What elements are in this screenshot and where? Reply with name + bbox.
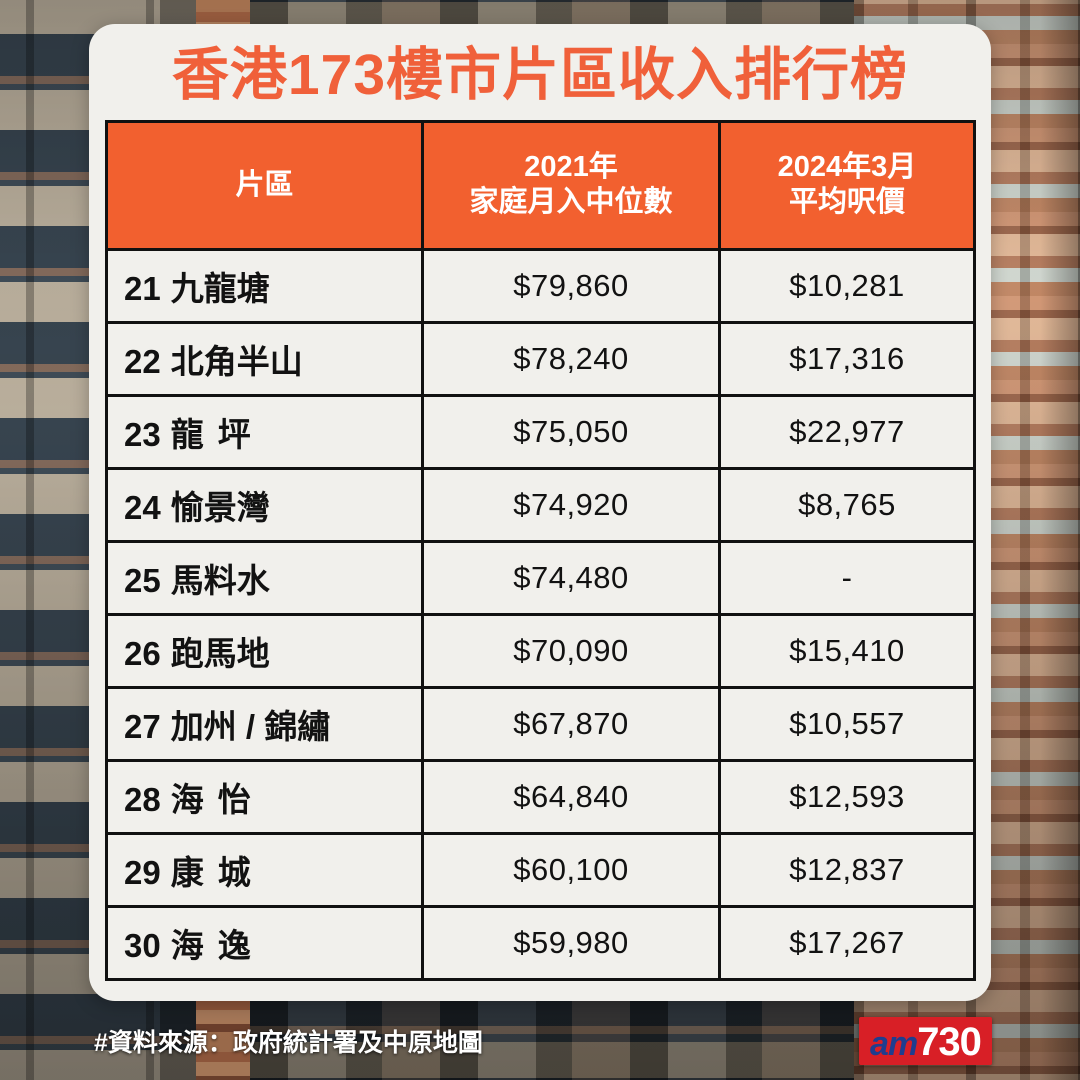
cell-district: 29 康城 [105, 831, 424, 908]
district-rank: 26 [124, 634, 161, 672]
cell-district: 27 加州 / 錦繡 [105, 685, 424, 762]
district-name: 跑馬地 [170, 634, 270, 672]
table-row: 25 馬料水 $74,480- [105, 539, 976, 616]
column-header-district-label: 片區 [235, 168, 294, 201]
cell-price: $17,316 [718, 320, 976, 397]
district-name: 九龍塘 [170, 269, 270, 307]
district-name: 康城 [170, 853, 265, 891]
column-header-price: 2024年3月 平均呎價 [718, 119, 976, 251]
district-rank: 27 [124, 707, 161, 745]
district-name: 加州 / 錦繡 [170, 707, 331, 745]
district-rank: 24 [124, 488, 161, 526]
cell-price: - [718, 539, 976, 616]
cell-income: $74,480 [421, 539, 721, 616]
am730-logo: am 730 [859, 1016, 992, 1065]
cell-price: $8,765 [718, 466, 976, 543]
table-row: 28 海怡 $64,840 $12,593 [105, 758, 976, 835]
cell-income: $59,980 [421, 904, 721, 981]
table-row: 23 龍坪 $75,050 $22,977 [105, 393, 976, 470]
table-row: 24 愉景灣 $74,920 $8,765 [105, 466, 976, 543]
cell-income: $75,050 [421, 393, 721, 470]
cell-district: 25 馬料水 [105, 539, 424, 616]
cell-income: $74,920 [421, 466, 721, 543]
district-name: 海怡 [170, 780, 265, 818]
district-name: 海逸 [170, 926, 265, 964]
page-title: 香港173樓市片區收入排行榜 [171, 43, 909, 107]
source-note: #資料來源：政府統計署及中原地圖 [94, 1028, 483, 1057]
cell-price: $12,593 [718, 758, 976, 835]
district-rank: 29 [124, 853, 161, 891]
cell-district: 28 海怡 [105, 758, 424, 835]
cell-price: $15,410 [718, 612, 976, 689]
district-rank: 25 [124, 561, 161, 599]
cell-price: $17,267 [718, 904, 976, 981]
cell-district: 23 龍坪 [105, 393, 424, 470]
district-rank: 30 [124, 926, 161, 964]
district-rank: 21 [124, 269, 161, 307]
cell-price: $12,837 [718, 831, 976, 908]
district-name: 北角半山 [170, 342, 303, 380]
building-facade-right-edge [1040, 0, 1080, 1080]
cell-income: $60,100 [421, 831, 721, 908]
district-name: 龍坪 [170, 415, 265, 453]
column-header-income: 2021年 家庭月入中位數 [421, 119, 721, 251]
district-name: 馬料水 [170, 561, 270, 599]
cell-price: $10,557 [718, 685, 976, 762]
table-row: 29 康城 $60,100 $12,837 [105, 831, 976, 908]
table-body: 21 九龍塘 $79,860 $10,281 22 北角半山 $78,240 $17,316 2… [105, 247, 976, 981]
column-header-district: 片區 [105, 119, 424, 251]
district-rank: 23 [124, 415, 161, 453]
cell-income: $78,240 [421, 320, 721, 397]
table-row: 26 跑馬地 $70,090 $15,410 [105, 612, 976, 689]
table-header-row: 片區 2021年 家庭月入中位數 2024年3月 平均呎價 [105, 119, 976, 251]
table-row: 27 加州 / 錦繡 $67,870 $10,557 [105, 685, 976, 762]
district-rank: 28 [124, 780, 161, 818]
logo-text-730: 730 [917, 1019, 982, 1064]
cell-district: 22 北角半山 [105, 320, 424, 397]
column-header-income-line2: 家庭月入中位數 [469, 186, 673, 219]
cell-price: $10,281 [718, 247, 976, 324]
info-card: 香港173樓市片區收入排行榜 片區 2021年 家庭月入中位數 2024年3月 … [89, 24, 991, 1001]
cell-income: $70,090 [421, 612, 721, 689]
logo-text-am: am [870, 1024, 918, 1063]
cell-price: $22,977 [718, 393, 976, 470]
cell-district: 26 跑馬地 [105, 612, 424, 689]
cell-district: 30 海逸 [105, 904, 424, 981]
table-row: 30 海逸 $59,980 $17,267 [105, 904, 976, 981]
column-header-price-line1: 2024年3月 [777, 150, 917, 183]
table-header: 片區 2021年 家庭月入中位數 2024年3月 平均呎價 [105, 119, 976, 251]
cell-income: $64,840 [421, 758, 721, 835]
table-row: 22 北角半山 $78,240 $17,316 [105, 320, 976, 397]
footer-bar: #資料來源：政府統計署及中原地圖 am 730 [0, 1001, 1080, 1080]
district-name: 愉景灣 [170, 488, 270, 526]
column-header-income-line1: 2021年 [524, 150, 618, 183]
cell-income: $79,860 [421, 247, 721, 324]
cell-income: $67,870 [421, 685, 721, 762]
table-row: 21 九龍塘 $79,860 $10,281 [105, 247, 976, 324]
cell-district: 21 九龍塘 [105, 247, 424, 324]
cell-district: 24 愉景灣 [105, 466, 424, 543]
district-rank: 22 [124, 342, 161, 380]
ranking-table: 片區 2021年 家庭月入中位數 2024年3月 平均呎價 21 九龍塘 $79,8… [105, 119, 976, 981]
column-header-price-line2: 平均呎價 [788, 186, 905, 219]
